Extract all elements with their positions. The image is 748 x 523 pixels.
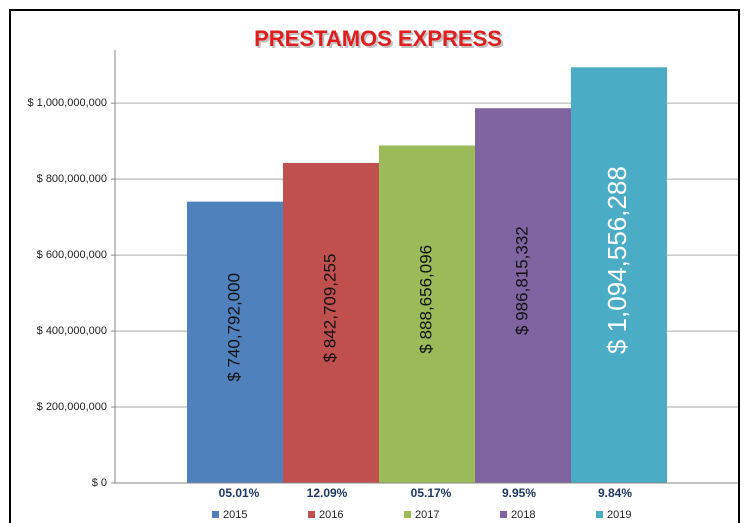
value-label: $ 740,792,000: [224, 273, 243, 382]
growth-label: 05.01%: [219, 486, 260, 500]
legend-label: 2017: [415, 509, 439, 521]
y-tick-label: $ 200,000,000: [37, 401, 107, 413]
legend-label: 2015: [223, 509, 247, 521]
y-tick-label: $ 0: [92, 477, 107, 489]
chart-title-shadow: PRESTAMOS EXPRESS: [256, 28, 504, 53]
legend-swatch: [212, 511, 219, 518]
growth-label: 9.84%: [598, 486, 632, 500]
bar: [283, 162, 379, 483]
legend-swatch: [596, 511, 603, 518]
bar: [187, 201, 283, 483]
legend-label: 2018: [511, 509, 535, 521]
legend-label: 2016: [319, 509, 343, 521]
y-tick-label: $ 600,000,000: [37, 249, 107, 261]
value-label: $ 1,094,556,288: [602, 166, 632, 354]
y-tick-label: $ 800,000,000: [37, 173, 107, 185]
bar: [379, 145, 475, 483]
legend-swatch: [308, 511, 315, 518]
value-label: $ 888,656,096: [416, 245, 435, 354]
legend-swatch: [404, 511, 411, 518]
chart-title: PRESTAMOS EXPRESS: [254, 26, 502, 51]
growth-label: 9.95%: [502, 486, 536, 500]
growth-label: 05.17%: [411, 486, 452, 500]
bar: [571, 67, 667, 484]
y-tick-label: $ 1,000,000,000: [27, 97, 107, 109]
bar: [475, 108, 571, 484]
growth-label: 12.09%: [307, 486, 348, 500]
legend-label: 2019: [607, 509, 631, 521]
y-tick-label: $ 400,000,000: [37, 325, 107, 337]
value-label: $ 986,815,332: [512, 226, 531, 335]
legend-swatch: [500, 511, 507, 518]
value-label: $ 842,709,255: [320, 254, 339, 363]
